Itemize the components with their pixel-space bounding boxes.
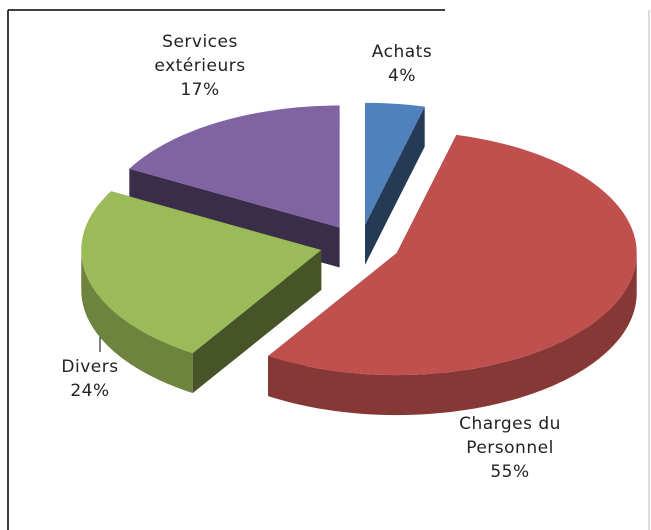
- slice-side: [365, 106, 425, 265]
- data-label: Charges du Personnel 55%: [445, 412, 575, 484]
- label-name: Divers: [61, 357, 119, 377]
- data-label: Achats 4%: [357, 40, 447, 88]
- label-value: 24%: [70, 381, 110, 401]
- label-name: Charges du Personnel: [459, 414, 561, 458]
- slice-side: [81, 250, 193, 394]
- data-label: Divers 24%: [45, 355, 135, 403]
- slice: [365, 102, 425, 225]
- slice: [81, 191, 322, 354]
- slice-side: [268, 253, 637, 416]
- label-value: 55%: [490, 462, 530, 482]
- pie: [81, 102, 637, 416]
- slice-side: [192, 250, 322, 394]
- label-name: Achats: [371, 42, 433, 62]
- label-value: 17%: [180, 80, 220, 100]
- slice: [268, 134, 637, 376]
- slice: [129, 105, 340, 228]
- label-value: 4%: [388, 66, 416, 86]
- data-label: Services extérieurs 17%: [140, 30, 260, 102]
- label-name: Services extérieurs: [154, 32, 246, 76]
